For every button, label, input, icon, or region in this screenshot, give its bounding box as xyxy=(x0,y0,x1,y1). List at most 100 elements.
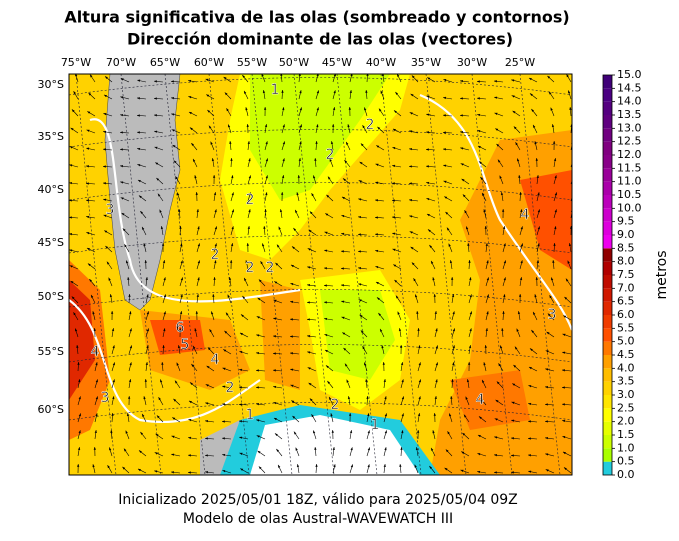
colorbar-segment xyxy=(603,302,612,315)
lon-label: 70°W xyxy=(106,56,136,69)
colorbar-tick-label: 5.0 xyxy=(617,335,635,348)
colorbar-segment xyxy=(603,115,612,128)
colorbar-segment xyxy=(603,195,612,208)
contour-label: 1 xyxy=(246,407,255,423)
colorbar-tick-label: 11.0 xyxy=(617,175,642,188)
colorbar-tick-label: 12.0 xyxy=(617,148,642,161)
colorbar-segment xyxy=(603,422,612,435)
colorbar-tick-label: 0.5 xyxy=(617,455,635,468)
colorbar-segment xyxy=(603,168,612,181)
lat-label: 55°S xyxy=(38,345,64,358)
colorbar-tick-label: 6.5 xyxy=(617,295,635,308)
colorbar-segment xyxy=(603,368,612,381)
colorbar-tick-label: 7.5 xyxy=(617,268,635,281)
contour-label: 2 xyxy=(366,117,375,133)
colorbar-segment xyxy=(603,75,612,88)
colorbar-tick-label: 9.5 xyxy=(617,215,635,228)
colorbar-tick-label: 13.5 xyxy=(617,108,642,121)
colorbar-segment xyxy=(603,88,612,101)
title: Dirección dominante de las olas (vectore… xyxy=(127,30,513,49)
map xyxy=(69,73,574,475)
colorbar-segment xyxy=(603,275,612,288)
lon-label: 30°W xyxy=(457,56,487,69)
colorbar-segment xyxy=(603,222,612,235)
colorbar-tick-label: 8.0 xyxy=(617,255,635,268)
colorbar-segment xyxy=(603,155,612,168)
colorbar-tick-label: 3.5 xyxy=(617,375,635,388)
contour-label: 4 xyxy=(91,344,100,360)
colorbar-segment xyxy=(603,408,612,421)
colorbar-tick-label: 2.0 xyxy=(617,415,635,428)
colorbar-tick-label: 1.0 xyxy=(617,441,635,454)
colorbar-tick-label: 2.5 xyxy=(617,401,635,414)
contour-label: 4 xyxy=(476,392,485,408)
lon-label: 65°W xyxy=(150,56,180,69)
colorbar-tick-label: 8.5 xyxy=(617,241,635,254)
colorbar-tick-label: 6.0 xyxy=(617,308,635,321)
colorbar-tick-label: 5.5 xyxy=(617,321,635,334)
colorbar-segment xyxy=(603,262,612,275)
colorbar-segment xyxy=(603,315,612,328)
contour-label: 1 xyxy=(271,82,280,98)
contour-label: 2 xyxy=(211,247,220,263)
colorbar-tick-label: 11.5 xyxy=(617,161,642,174)
lon-label: 50°W xyxy=(279,56,309,69)
colorbar-label: metros xyxy=(654,250,670,299)
lat-label: 50°S xyxy=(38,290,64,303)
colorbar-tick-label: 3.0 xyxy=(617,388,635,401)
colorbar-tick-label: 13.0 xyxy=(617,121,642,134)
footer: Modelo de olas Austral-WAVEWATCH III xyxy=(183,511,453,527)
colorbar-segment xyxy=(603,448,612,461)
colorbar-tick-label: 14.0 xyxy=(617,95,642,108)
lat-label: 60°S xyxy=(38,403,64,416)
colorbar-tick-label: 7.0 xyxy=(617,281,635,294)
lat-label: 45°S xyxy=(38,236,64,249)
lat-label: 40°S xyxy=(38,183,64,196)
colorbar-tick-label: 10.0 xyxy=(617,201,642,214)
colorbar-tick-label: 15.0 xyxy=(617,68,642,81)
colorbar-segment xyxy=(603,128,612,141)
colorbar: 0.00.51.01.52.02.53.03.54.04.55.05.56.06… xyxy=(603,68,642,481)
lon-label: 35°W xyxy=(411,56,441,69)
colorbar-segment xyxy=(603,342,612,355)
colorbar-segment xyxy=(603,462,612,475)
footer: Inicializado 2025/05/01 18Z, válido para… xyxy=(118,492,517,508)
colorbar-tick-label: 4.5 xyxy=(617,348,635,361)
lon-label: 60°W xyxy=(194,56,224,69)
colorbar-tick-label: 4.0 xyxy=(617,361,635,374)
contour-label: 2 xyxy=(246,192,255,208)
lon-label: 75°W xyxy=(61,56,91,69)
colorbar-segment xyxy=(603,208,612,221)
contour-label: 1 xyxy=(371,417,380,433)
lon-label: 40°W xyxy=(366,56,396,69)
colorbar-segment xyxy=(603,328,612,341)
colorbar-tick-label: 1.5 xyxy=(617,428,635,441)
contour-label: 6 xyxy=(176,320,185,336)
colorbar-tick-label: 10.5 xyxy=(617,188,642,201)
title: Altura significativa de las olas (sombre… xyxy=(64,8,569,27)
colorbar-segment xyxy=(603,355,612,368)
lat-label: 30°S xyxy=(38,78,64,91)
contour-label: 2 xyxy=(331,397,340,413)
contour-label: 2 xyxy=(326,147,335,163)
contour-label: 4 xyxy=(521,207,530,223)
lon-label: 25°W xyxy=(505,56,535,69)
colorbar-tick-label: 0.0 xyxy=(617,468,635,481)
contour-label: 3 xyxy=(548,307,557,323)
colorbar-segment xyxy=(603,102,612,115)
contour-label: 2 xyxy=(266,260,275,276)
contour-label: 3 xyxy=(101,390,110,406)
colorbar-segment xyxy=(603,382,612,395)
colorbar-segment xyxy=(603,288,612,301)
colorbar-tick-label: 14.5 xyxy=(617,81,642,94)
lon-label: 45°W xyxy=(322,56,352,69)
colorbar-tick-label: 12.5 xyxy=(617,135,642,148)
colorbar-segment xyxy=(603,182,612,195)
colorbar-segment xyxy=(603,435,612,448)
contour-label: 3 xyxy=(106,202,115,218)
colorbar-segment xyxy=(603,142,612,155)
colorbar-tick-label: 9.0 xyxy=(617,228,635,241)
sea-shading xyxy=(260,280,300,390)
colorbar-segment xyxy=(603,235,612,248)
